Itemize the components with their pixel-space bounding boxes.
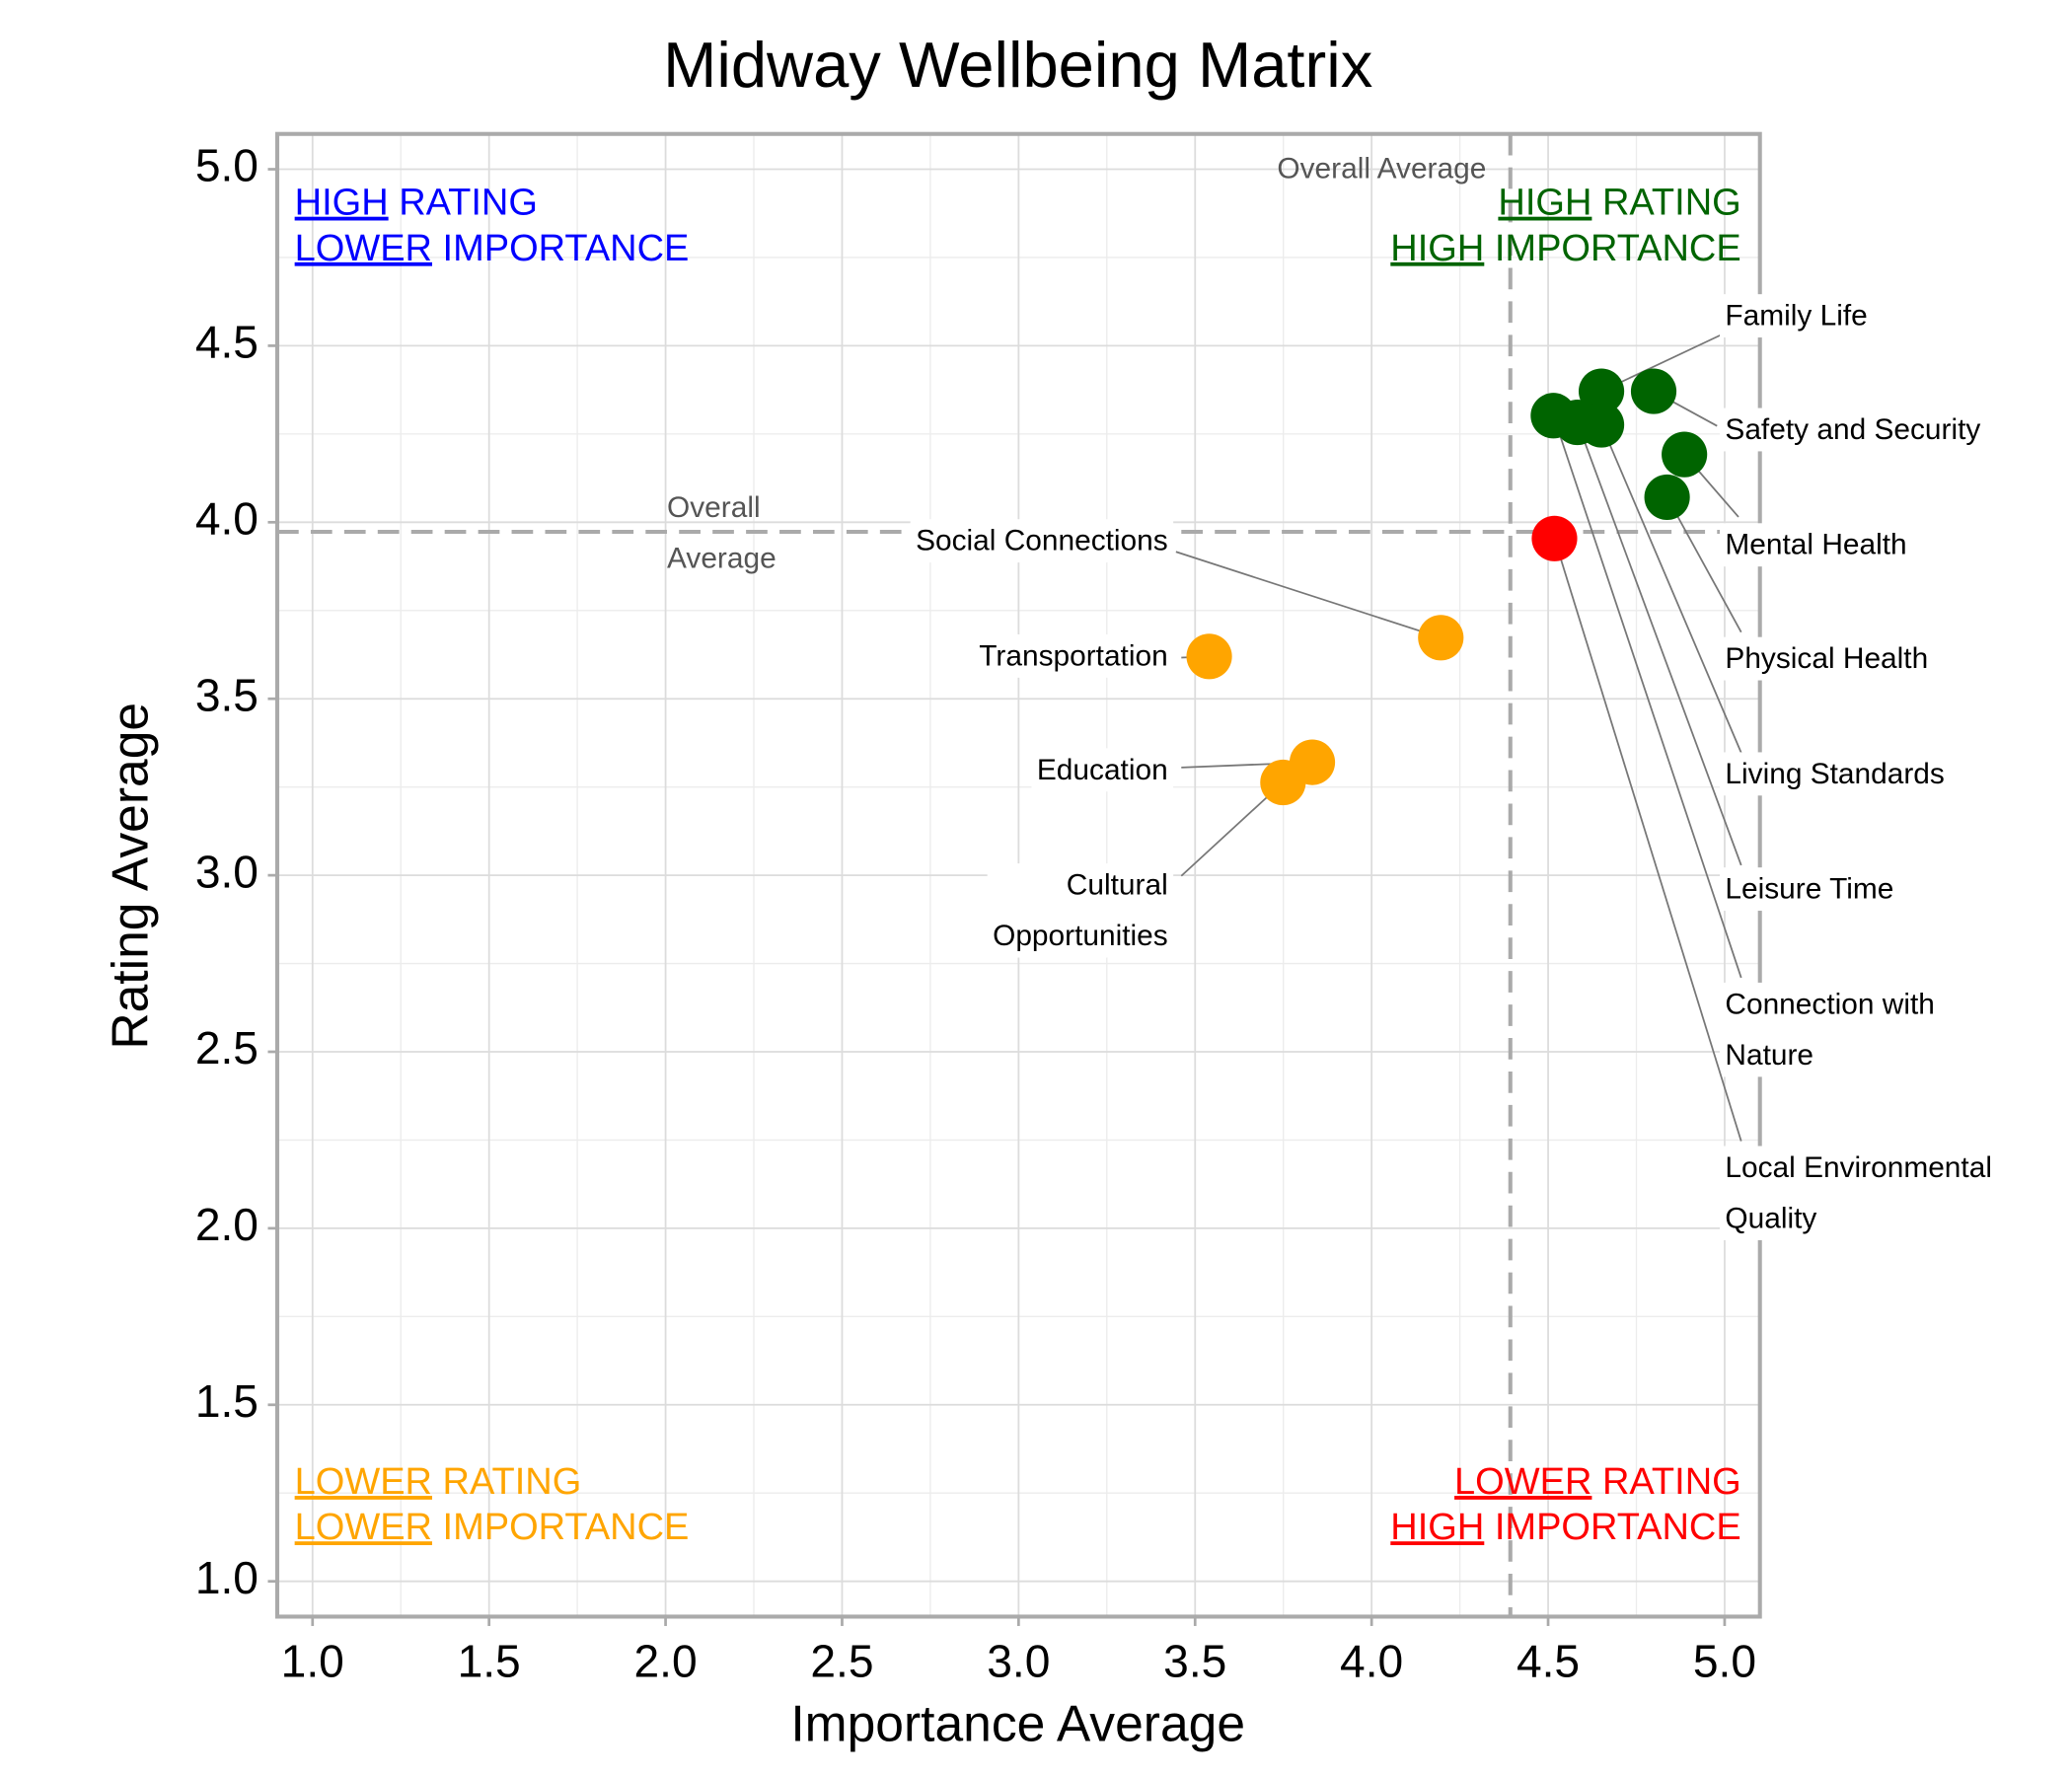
leader-line — [1576, 421, 1742, 866]
point-label: Transportation — [979, 639, 1167, 672]
quadrant-label: LOWER IMPORTANCE — [295, 228, 690, 269]
label-background — [973, 633, 1174, 678]
leader-line — [1180, 781, 1284, 877]
leader-line — [1553, 538, 1742, 1142]
y-tick-label: 1.5 — [195, 1375, 259, 1427]
x-tick-label: 5.0 — [1693, 1636, 1756, 1687]
point — [1260, 759, 1306, 806]
quadrant-label: LOWER RATING — [1454, 1461, 1741, 1503]
point-label: Education — [1037, 754, 1168, 786]
label-background — [1719, 752, 1951, 796]
x-tick-label: 1.5 — [458, 1636, 521, 1687]
label-background — [1031, 748, 1174, 792]
point-label: Connection with Nature — [1725, 988, 1934, 1072]
y-tick-label: 1.0 — [195, 1552, 259, 1603]
label-background — [1719, 982, 1941, 1077]
x-tick-label: 2.5 — [810, 1636, 873, 1687]
label-background — [987, 863, 1174, 958]
x-tick-label: 1.0 — [281, 1636, 344, 1687]
quadrant-label: LOWER RATING — [295, 1461, 582, 1503]
quadrant-label: HIGH IMPORTANCE — [1390, 228, 1740, 269]
y-tick-label: 3.5 — [195, 669, 259, 720]
label-background — [1719, 1146, 1998, 1240]
point — [1644, 474, 1690, 520]
leader-line — [1175, 551, 1442, 639]
point — [1186, 633, 1232, 680]
point-label: Social Connections — [916, 525, 1168, 557]
label-background — [1719, 294, 1874, 338]
point — [1531, 515, 1578, 561]
x-tick-label: 3.0 — [987, 1636, 1050, 1687]
y-tick-label: 3.0 — [195, 846, 259, 897]
leader-line — [1552, 414, 1742, 979]
point-label: Cultural Opportunities — [993, 869, 1168, 953]
point — [1630, 368, 1677, 414]
average-label: Overall Average — [1277, 152, 1486, 185]
y-tick-label: 2.0 — [195, 1199, 259, 1250]
x-tick-label: 2.0 — [633, 1636, 697, 1687]
point-label: Local Environmental Quality — [1725, 1151, 1992, 1235]
quadrant-label: LOWER IMPORTANCE — [295, 1507, 690, 1548]
x-tick-label: 4.0 — [1340, 1636, 1403, 1687]
label-background — [1719, 636, 1934, 681]
x-tick-label: 3.5 — [1163, 1636, 1226, 1687]
chart-title: Midway Wellbeing Matrix — [663, 29, 1372, 101]
x-axis-title: Importance Average — [790, 1695, 1245, 1752]
label-background — [1719, 867, 1899, 912]
y-tick-label: 2.5 — [195, 1022, 259, 1073]
point-label: Physical Health — [1725, 642, 1928, 675]
average-label: Overall Average — [667, 491, 777, 575]
y-tick-label: 4.5 — [195, 317, 259, 368]
point-label: Living Standards — [1725, 758, 1944, 790]
label-background — [910, 519, 1174, 563]
x-tick-label: 4.5 — [1517, 1636, 1580, 1687]
quadrant-label: HIGH RATING — [295, 183, 538, 224]
leader-line — [1600, 424, 1742, 754]
y-tick-label: 5.0 — [195, 140, 259, 191]
quadrant-label: HIGH IMPORTANCE — [1390, 1507, 1740, 1548]
y-axis-title: Rating Average — [101, 703, 158, 1050]
leader-line — [1665, 496, 1742, 633]
point — [1418, 615, 1464, 661]
point-label: Safety and Security — [1725, 413, 1980, 446]
point-label: Family Life — [1725, 300, 1867, 333]
label-background — [1719, 407, 1986, 452]
point — [1662, 431, 1708, 478]
point — [1530, 393, 1577, 439]
quadrant-label: HIGH RATING — [1498, 183, 1740, 224]
label-background — [1719, 523, 1913, 567]
point — [1578, 368, 1625, 414]
point-label: Leisure Time — [1725, 873, 1893, 906]
y-tick-label: 4.0 — [195, 493, 259, 545]
point-label: Mental Health — [1725, 529, 1906, 561]
